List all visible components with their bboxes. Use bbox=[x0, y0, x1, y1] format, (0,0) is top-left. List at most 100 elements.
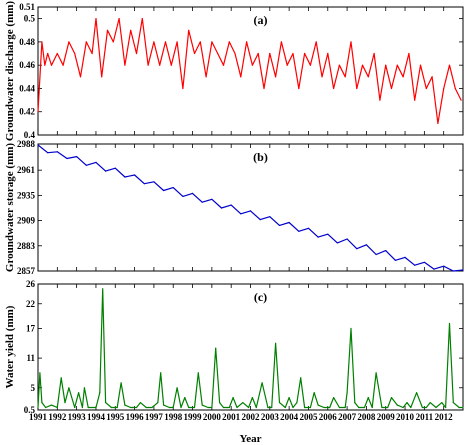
data-point bbox=[300, 377, 302, 379]
x-tick-label: 2002 bbox=[242, 412, 261, 422]
data-point bbox=[95, 161, 97, 163]
data-point bbox=[160, 372, 162, 374]
data-point bbox=[68, 41, 70, 43]
data-point bbox=[199, 41, 201, 43]
series-line bbox=[37, 18, 462, 125]
data-point bbox=[141, 18, 143, 20]
y-tick-label: 26 bbox=[26, 279, 36, 289]
data-point bbox=[228, 406, 230, 409]
data-point bbox=[106, 29, 109, 31]
data-point bbox=[419, 64, 422, 66]
x-tick-label: 2001 bbox=[222, 412, 241, 422]
data-point bbox=[249, 210, 252, 212]
data-point bbox=[361, 64, 364, 66]
y-tick-label: 0.51 bbox=[19, 2, 35, 12]
data-point bbox=[271, 406, 273, 409]
panel-tag: (c) bbox=[254, 290, 267, 304]
data-point bbox=[47, 52, 49, 55]
data-point bbox=[116, 406, 118, 409]
data-point bbox=[416, 392, 418, 394]
data-point bbox=[153, 41, 155, 43]
data-point bbox=[327, 52, 329, 55]
data-point bbox=[255, 406, 257, 409]
y-axis-label: Water yield (mm) bbox=[4, 305, 16, 388]
data-point bbox=[147, 64, 149, 66]
data-point bbox=[164, 41, 167, 43]
data-point bbox=[263, 87, 265, 90]
data-point bbox=[421, 406, 423, 409]
data-point bbox=[259, 219, 261, 221]
data-point bbox=[105, 402, 107, 404]
series-line bbox=[37, 288, 463, 409]
x-tick-label: 1993 bbox=[68, 412, 87, 422]
y-tick-label: 22 bbox=[26, 299, 36, 309]
panel-tag: (b) bbox=[253, 150, 268, 164]
data-point bbox=[37, 111, 39, 113]
data-point bbox=[180, 406, 182, 409]
data-point bbox=[114, 167, 116, 169]
x-tick-label: 2010 bbox=[396, 412, 415, 422]
data-point bbox=[95, 406, 97, 409]
x-tick-label: 2006 bbox=[319, 412, 338, 422]
x-tick-label: 2005 bbox=[299, 412, 318, 422]
data-point bbox=[327, 233, 329, 235]
data-point bbox=[448, 64, 451, 66]
data-point bbox=[406, 402, 408, 404]
series-line bbox=[37, 144, 464, 272]
data-point bbox=[176, 387, 178, 389]
data-point bbox=[56, 151, 58, 153]
data-point bbox=[387, 406, 389, 409]
y-tick-label: 0.44 bbox=[19, 83, 35, 93]
y-tick-label: 0.48 bbox=[19, 37, 35, 47]
data-point bbox=[68, 387, 70, 389]
data-point bbox=[56, 52, 58, 55]
data-point bbox=[211, 406, 213, 409]
data-point bbox=[375, 253, 377, 256]
y-tick-label: 2857 bbox=[17, 266, 36, 276]
data-point bbox=[211, 41, 213, 43]
data-point bbox=[211, 198, 213, 200]
data-point bbox=[317, 236, 319, 238]
data-point bbox=[236, 406, 238, 409]
x-tick-label: 2009 bbox=[377, 412, 396, 422]
plot-frame bbox=[37, 6, 464, 136]
data-point bbox=[267, 406, 269, 409]
data-point bbox=[184, 397, 186, 399]
data-point bbox=[275, 76, 277, 78]
data-point bbox=[445, 406, 447, 409]
data-point bbox=[329, 406, 331, 409]
data-point bbox=[367, 76, 369, 78]
data-point bbox=[414, 99, 416, 101]
data-point bbox=[193, 52, 196, 55]
data-point bbox=[60, 377, 62, 379]
x-tick-label: 2008 bbox=[357, 412, 376, 422]
data-point bbox=[151, 406, 153, 409]
data-point bbox=[396, 404, 398, 406]
data-point bbox=[304, 52, 306, 55]
data-point bbox=[112, 41, 114, 43]
x-tick-label: 2007 bbox=[338, 412, 357, 422]
data-point bbox=[344, 406, 346, 409]
data-point bbox=[143, 183, 145, 185]
data-point bbox=[168, 406, 170, 409]
data-point bbox=[62, 64, 64, 66]
data-point bbox=[462, 269, 464, 271]
data-point bbox=[91, 52, 93, 55]
data-point bbox=[78, 392, 80, 394]
data-point bbox=[251, 397, 253, 399]
data-point bbox=[423, 261, 425, 263]
data-point bbox=[404, 256, 406, 258]
data-point bbox=[458, 406, 460, 409]
x-tick-label: 2003 bbox=[261, 412, 280, 422]
data-point bbox=[37, 406, 39, 409]
data-point bbox=[197, 372, 199, 374]
data-point bbox=[118, 18, 120, 20]
data-point bbox=[222, 406, 225, 409]
data-point bbox=[85, 164, 87, 166]
data-point bbox=[313, 392, 315, 394]
data-point bbox=[124, 64, 126, 66]
data-point bbox=[105, 170, 107, 172]
data-point bbox=[47, 152, 49, 154]
data-point bbox=[375, 372, 377, 374]
